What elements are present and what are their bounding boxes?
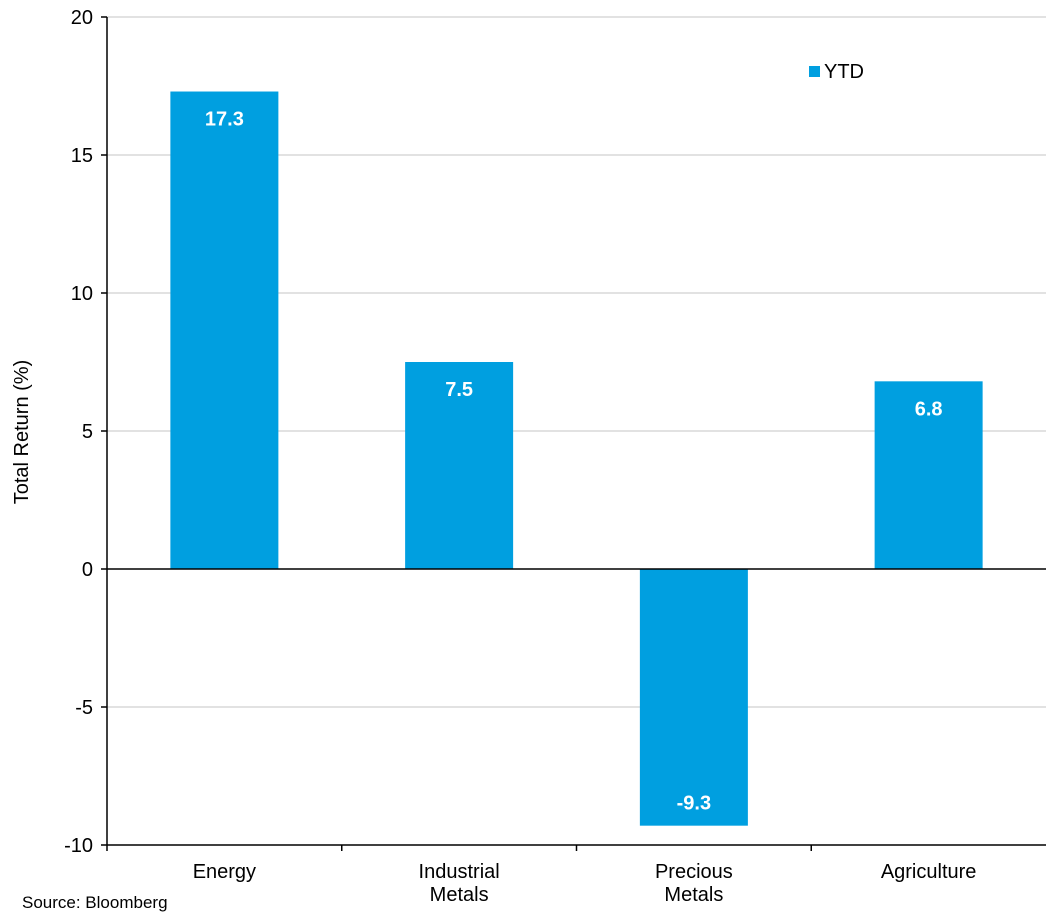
x-category-label: Industrial Metals: [419, 861, 500, 906]
y-tick-label: 15: [71, 145, 93, 167]
bar: [170, 91, 279, 570]
y-tick-labels: 20 15 10 5 0 -5 -10: [64, 7, 93, 857]
bar: [405, 362, 514, 569]
source-note: Source: Bloomberg: [22, 893, 168, 912]
axes: [101, 16, 1046, 851]
data-label: 17.3: [205, 109, 244, 131]
y-axis-title: Total Return (%): [11, 360, 33, 505]
bars: [170, 91, 983, 826]
bar: [639, 569, 748, 826]
data-label: 7.5: [445, 379, 473, 401]
legend-swatch-ytd: [809, 66, 820, 77]
data-labels: 17.3 7.5 -9.3 6.8: [205, 109, 943, 815]
x-category-labels: Energy Industrial Metals Precious Metals Agri…: [193, 861, 977, 906]
x-category-label: Agriculture: [881, 861, 977, 883]
legend: YTD: [809, 61, 864, 83]
legend-label-ytd: YTD: [824, 61, 864, 83]
x-category-label: Energy: [193, 861, 256, 883]
data-label: -9.3: [677, 793, 711, 815]
y-tick-label: 10: [71, 283, 93, 305]
y-tick-label: 0: [82, 559, 93, 581]
y-tick-label: 20: [71, 7, 93, 29]
y-tick-label: -10: [64, 835, 93, 857]
data-label: 6.8: [915, 398, 943, 420]
y-tick-label: 5: [82, 421, 93, 443]
x-category-label: Precious Metals: [655, 861, 733, 906]
bar: [874, 381, 983, 569]
y-tick-label: -5: [75, 697, 93, 719]
